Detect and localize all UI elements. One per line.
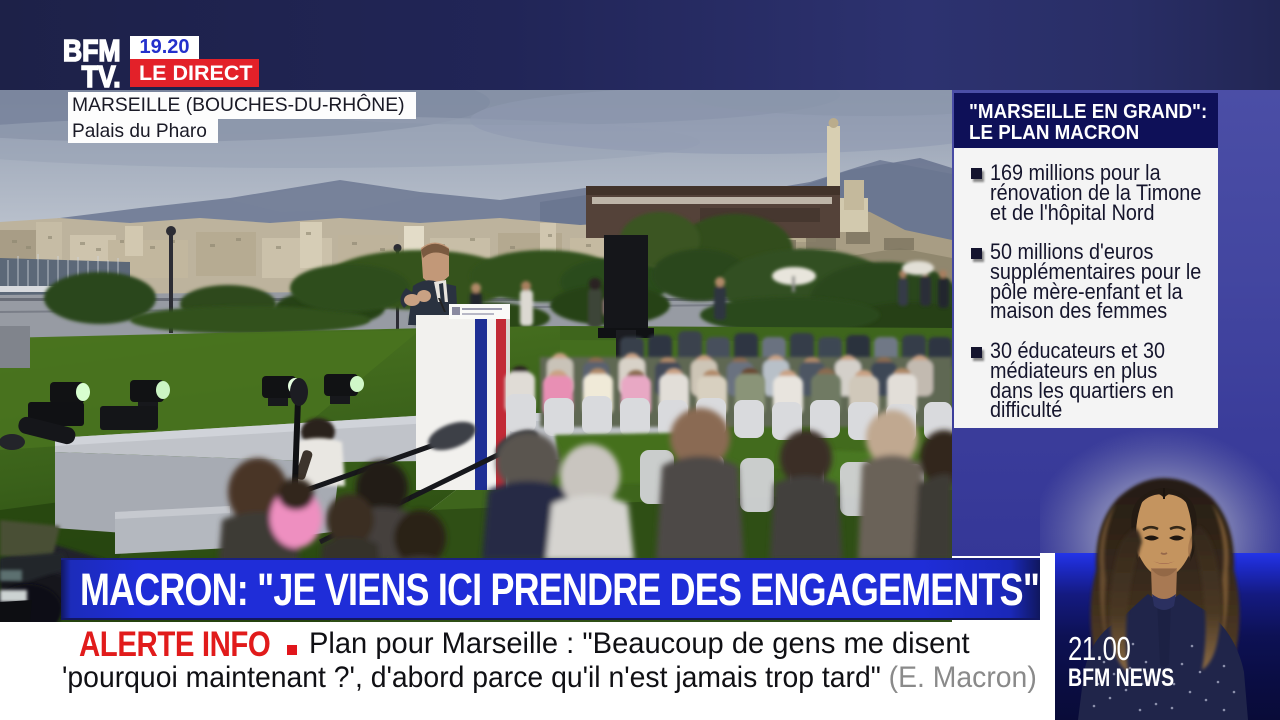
svg-text:TV.: TV. xyxy=(82,60,121,90)
svg-text:BFM: BFM xyxy=(63,34,121,68)
